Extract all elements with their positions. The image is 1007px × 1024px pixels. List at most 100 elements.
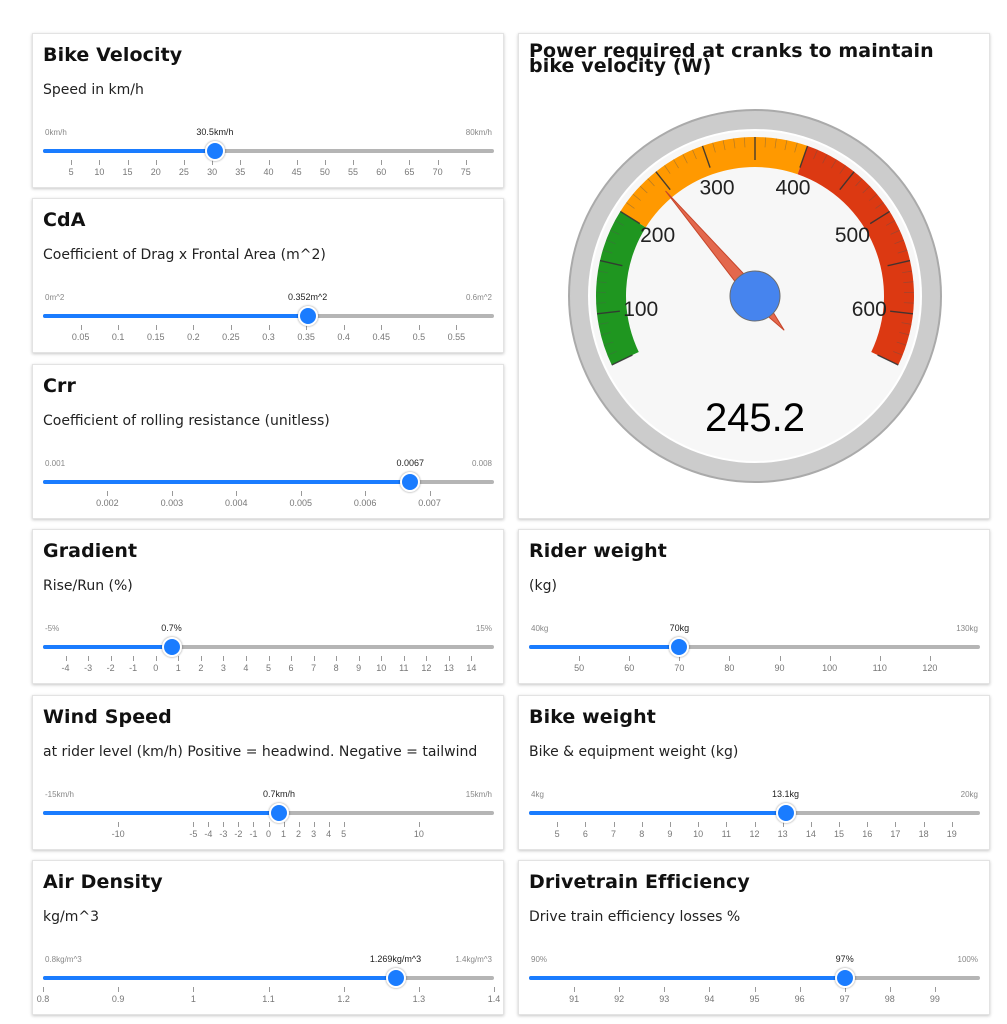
slider-tick-label: 10 xyxy=(376,663,387,673)
slider-tick xyxy=(155,325,157,330)
gauge-minor-tick xyxy=(822,154,828,164)
bike-weight-slider[interactable]: 4kg 20kg 13.1kg 5 6 7 8 9 10 11 12 13 14 15 16 17 18 19 xyxy=(529,788,980,839)
card-title: Crr xyxy=(43,375,76,397)
slider-tick xyxy=(171,491,173,496)
gauge-scale-label: 400 xyxy=(775,176,810,199)
slider-tick-label: 93 xyxy=(659,994,670,1004)
slider-tick-label: -2 xyxy=(106,663,115,673)
slider-tick-label: -4 xyxy=(61,663,70,673)
slider-thumb[interactable] xyxy=(834,968,855,988)
cda-slider[interactable]: 0m^2 0.6m^2 0.352m^2 0.05 0.1 0.15 0.2 0.25 0.3 0… xyxy=(43,291,494,342)
slider-thumb[interactable] xyxy=(269,803,290,823)
slider-tick-label: 35 xyxy=(235,167,246,177)
slider-thumb[interactable] xyxy=(775,803,796,823)
drivetrain-efficiency-slider[interactable]: 90% 100% 97% 91 92 93 94 95 96 97 98 99 xyxy=(529,953,980,1004)
slider-min-label: 40kg xyxy=(531,624,549,633)
slider-tick-label: 9 xyxy=(667,829,673,839)
gauge-major-tick xyxy=(869,210,891,225)
slider-tick-label: 90 xyxy=(774,663,785,673)
slider-tick xyxy=(343,987,345,992)
slider-thumb[interactable] xyxy=(400,472,421,492)
slider-tick-label: 0.25 xyxy=(222,332,240,342)
crr-slider[interactable]: 0.001 0.008 0.0067 0.002 0.003 0.004 0.005 0.00… xyxy=(43,457,494,508)
gauge-major-tick xyxy=(596,310,620,315)
slider-value-label: 0.7km/h xyxy=(263,789,296,799)
slider-tick-label: 3 xyxy=(311,829,317,839)
slider-tick-label: 120 xyxy=(922,663,938,673)
slider-tick xyxy=(313,656,315,661)
slider-tick-label: 70 xyxy=(432,167,443,177)
slider-track[interactable] xyxy=(43,645,494,649)
slider-value-label: 0.352m^2 xyxy=(287,292,328,302)
gauge-minor-tick xyxy=(901,322,912,325)
wind-speed-slider[interactable]: -15km/h 15km/h 0.7km/h -10 -5 -4 -3 -2 -1 0 1 2 3 4 5 1… xyxy=(43,788,494,839)
gauge-minor-tick xyxy=(722,140,726,151)
slider-tick xyxy=(418,987,420,992)
slider-tick-label: 16 xyxy=(862,829,873,839)
slider-value-label: 97% xyxy=(835,954,854,964)
gauge-major-tick xyxy=(655,171,671,191)
gauge-band xyxy=(620,137,808,228)
slider-thumb[interactable] xyxy=(204,141,225,161)
slider-tick xyxy=(43,987,44,992)
gauge-minor-tick xyxy=(597,270,608,274)
slider-thumb[interactable] xyxy=(161,637,182,657)
gauge-minor-tick xyxy=(607,351,617,356)
air-density-slider[interactable]: 0.8kg/m^3 1.4kg/m^3 1.269kg/m^3 0.8 0.9 1 1.1 1… xyxy=(37,953,501,1004)
slider-tick-label: 11 xyxy=(721,829,731,839)
slider-tick-label: 0.05 xyxy=(71,332,90,342)
rider-weight-slider[interactable]: 40kg 130kg 70kg 50 60 70 80 90 100 110 120 xyxy=(529,622,980,673)
slider-tick-label: 96 xyxy=(794,994,805,1004)
slider-tick-label: 0.55 xyxy=(447,332,466,342)
slider-fill xyxy=(43,149,215,153)
slider-max-label: 100% xyxy=(957,955,978,964)
gauge-title: Power required at cranks to maintain bik… xyxy=(529,40,934,77)
slider-tick-label: 9 xyxy=(356,663,362,673)
slider-tick-label: 99 xyxy=(929,994,940,1004)
card-description: at rider level (km/h) Positive = headwin… xyxy=(43,744,478,760)
slider-tick-label: 0 xyxy=(265,829,272,839)
gauge-minor-tick xyxy=(897,249,908,254)
slider-tick xyxy=(178,656,180,661)
slider-tick-label: -1 xyxy=(249,829,258,839)
slider-tick xyxy=(268,987,270,992)
gradient-slider[interactable]: -5% 15% 0.7% -4 -3 -2 -1 0 1 2 3 4 5 6 7 8 9 10 11 12 13 14 xyxy=(43,622,494,673)
slider-tick xyxy=(283,822,285,827)
slider-tick-label: -5 xyxy=(189,829,198,839)
slider-tick xyxy=(754,822,756,827)
card-description: Coefficient of Drag x Frontal Area (m^2) xyxy=(43,247,326,263)
slider-tick-label: 0.3 xyxy=(262,332,275,342)
card-title: CdA xyxy=(43,209,86,231)
cda-card: CdA Coefficient of Drag x Frontal Area (… xyxy=(32,198,504,353)
slider-tick xyxy=(579,656,581,661)
gauge-minor-tick xyxy=(743,137,746,148)
slider-tick-label: 1 xyxy=(190,994,196,1004)
slider-tick xyxy=(494,987,495,992)
slider-thumb[interactable] xyxy=(669,637,690,657)
slider-tick xyxy=(88,656,90,661)
card-description: Drive train efficiency losses % xyxy=(529,909,741,925)
slider-thumb[interactable] xyxy=(385,968,406,988)
slider-tick-label: -10 xyxy=(111,829,125,839)
gauge-minor-tick xyxy=(602,249,613,254)
velocity-slider[interactable]: 0km/h 80km/h 30.5km/h 5 10 15 20 25 30 35 40 45 50 55… xyxy=(43,126,494,177)
slider-track[interactable] xyxy=(529,645,980,649)
slider-tick-label: 0.35 xyxy=(297,332,315,342)
slider-tick xyxy=(799,987,801,992)
slider-tick-label: 7 xyxy=(611,829,617,839)
gauge-minor-tick xyxy=(855,178,863,187)
slider-tick xyxy=(343,822,345,827)
gauge-minor-tick xyxy=(774,138,777,149)
slider-tick xyxy=(223,656,225,661)
slider-tick xyxy=(268,822,270,827)
slider-thumb[interactable] xyxy=(297,306,318,326)
slider-tick-label: 45 xyxy=(291,167,302,177)
slider-tick-label: 0.004 xyxy=(225,498,248,508)
slider-tick xyxy=(879,656,881,661)
slider-fill xyxy=(43,645,172,649)
slider-track[interactable] xyxy=(43,149,494,153)
slider-tick xyxy=(133,656,135,661)
slider-tick xyxy=(200,656,202,661)
slider-tick xyxy=(193,325,195,330)
slider-tick xyxy=(418,822,420,827)
